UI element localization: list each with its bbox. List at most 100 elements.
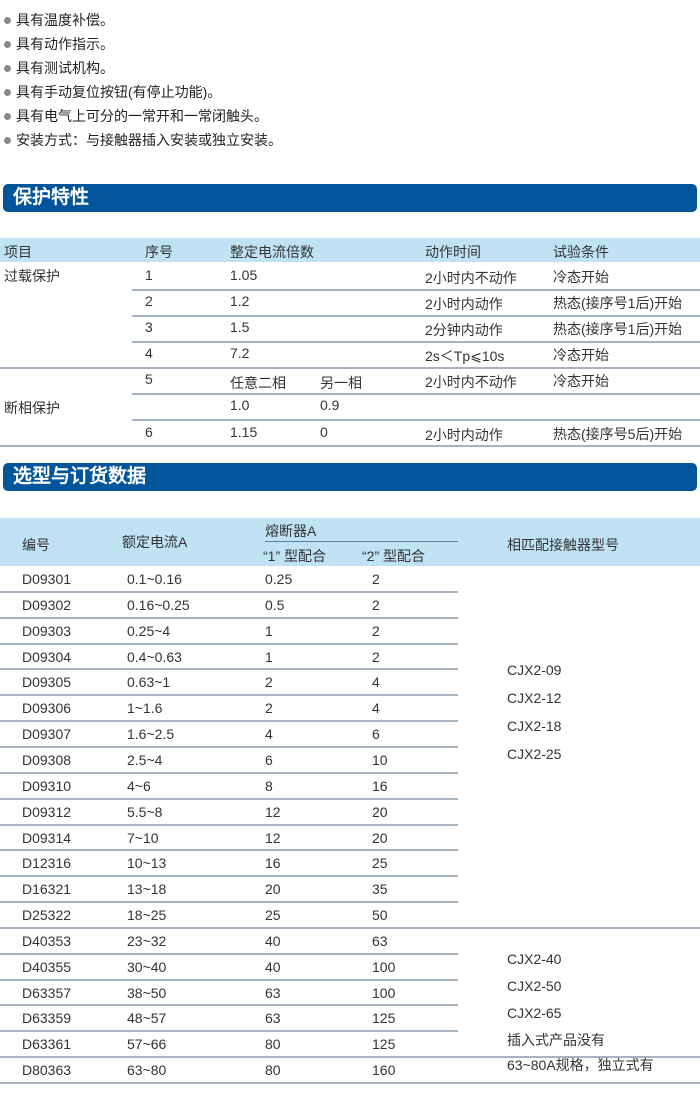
cell-fuse1: 1: [265, 648, 273, 665]
cell-fuse1: 12: [265, 829, 281, 846]
row-divider: [0, 590, 458, 593]
bullet-icon: [4, 112, 11, 120]
section-banner-protection: 保护特性: [3, 184, 697, 212]
row-divider: [132, 315, 700, 317]
cell-current: 30~40: [127, 958, 167, 975]
cell-current: 18~25: [127, 907, 167, 924]
column-header: 试验条件: [553, 244, 609, 260]
feature-list: 具有温度补偿。 具有动作指示。 具有测试机构。 具有手动复位按钮(有停止功能)。 具有电…: [4, 8, 282, 152]
cell-fuse1: 40: [265, 932, 281, 949]
cell-code: D09305: [22, 674, 72, 691]
group-label-overload: 过载保护: [4, 268, 60, 284]
header-band: [0, 238, 700, 262]
cell-fuse2: 20: [372, 803, 388, 820]
cell-fuse1: 80: [265, 1036, 281, 1053]
cell-fuse1: 8: [265, 777, 273, 794]
current-multiple: 1.5: [230, 319, 250, 335]
column-header-code: 编号: [22, 537, 50, 553]
column-header-fuse2: “2” 型配合: [362, 548, 425, 564]
cell-code: D40355: [22, 958, 72, 975]
cell-code: D63361: [22, 1036, 72, 1053]
cell-fuse2: 160: [372, 1062, 396, 1079]
action-time: 2小时内不动作: [425, 374, 517, 390]
cell-code: D80363: [22, 1062, 72, 1079]
cell-fuse1: 12: [265, 803, 281, 820]
cell-fuse2: 50: [372, 907, 388, 924]
row-number: 6: [145, 424, 153, 440]
section-banner-ordering: 选型与订货数据: [3, 463, 697, 491]
bullet-icon: [4, 40, 11, 48]
action-time: 2小时内动作: [425, 296, 503, 312]
cell-code: D12316: [22, 855, 72, 872]
column-header: 整定电流倍数: [230, 244, 314, 260]
cell-code: D25322: [22, 907, 72, 924]
test-condition: 冷态开始: [553, 373, 609, 389]
cell-fuse2: 10: [372, 751, 388, 768]
cell-code: D09303: [22, 622, 72, 639]
action-time: 2小时内动作: [425, 427, 503, 443]
cell-code: D63357: [22, 984, 72, 1001]
group-divider: [0, 445, 700, 447]
row-divider: [0, 720, 458, 723]
cell-code: D09306: [22, 700, 72, 717]
bullet-icon: [4, 136, 11, 144]
cell-fuse2: 25: [372, 855, 388, 872]
current-multiple: 1.2: [230, 293, 250, 309]
test-condition: 冷态开始: [553, 269, 609, 285]
cell-current: 0.63~1: [127, 674, 171, 691]
cell-fuse1: 2: [265, 674, 273, 691]
cell-fuse2: 4: [372, 700, 380, 717]
row-number: 1: [145, 267, 153, 283]
action-time: 2分钟内动作: [425, 322, 503, 338]
row-divider: [0, 823, 458, 826]
cell-fuse2: 2: [372, 596, 380, 613]
row-divider: [0, 616, 458, 619]
cell-fuse1: 0.25: [265, 571, 293, 587]
test-condition: 热态(接序号1后)开始: [553, 295, 683, 311]
column-header-fuse: 熔断器A: [265, 523, 317, 539]
cell-fuse2: 125: [372, 1036, 396, 1053]
cell-fuse2: 2: [372, 622, 380, 639]
row-number: 3: [145, 319, 153, 335]
column-header: 项目: [4, 244, 32, 260]
cell-current: 1.6~2.5: [127, 726, 175, 743]
row-divider: [132, 393, 700, 395]
cell-fuse2: 125: [372, 1010, 396, 1027]
contactor-model: CJX2-12: [507, 690, 562, 706]
current-multiple: 1.05: [230, 267, 258, 283]
cell-fuse1: 63: [265, 1010, 281, 1027]
feature-item: 具有手动复位按钮(有停止功能)。: [4, 80, 282, 104]
action-time: 2s＜Tp⩽10s: [425, 348, 505, 364]
contactor-model: CJX2-50: [507, 978, 562, 994]
cell-code: D09304: [22, 648, 72, 665]
bullet-icon: [4, 16, 11, 24]
test-condition: 热态(接序号5后)开始: [553, 426, 683, 442]
cell-current: 63~80: [127, 1062, 167, 1079]
row-divider: [0, 797, 458, 800]
cell-current: 1~1.6: [127, 700, 163, 717]
current-multiple: 7.2: [230, 345, 250, 361]
cell-fuse1: 2: [265, 700, 273, 717]
contactor-model: 插入式产品没有: [507, 1032, 605, 1048]
cell-code: D09308: [22, 751, 72, 768]
row-divider: [0, 1004, 458, 1007]
action-time: 2小时内不动作: [425, 270, 517, 286]
cell-fuse1: 40: [265, 958, 281, 975]
current-multiple-other: 0: [320, 424, 328, 440]
cell-fuse2: 35: [372, 881, 388, 898]
current-multiple: 1.0: [230, 397, 250, 413]
cell-fuse1: 0.5: [265, 596, 285, 613]
feature-text: 具有测试机构。: [16, 60, 114, 76]
cell-current: 38~50: [127, 984, 167, 1001]
feature-text: 安装方式：与接触器插入安装或独立安装。: [16, 132, 282, 148]
cell-current: 0.4~0.63: [127, 648, 182, 665]
cell-current: 4~6: [127, 777, 151, 794]
header-band: [0, 518, 700, 566]
row-divider: [0, 1082, 700, 1084]
cell-fuse2: 2: [372, 571, 380, 587]
row-divider: [0, 642, 458, 645]
cell-fuse1: 80: [265, 1062, 281, 1079]
row-divider: [0, 694, 458, 697]
row-divider: [132, 341, 700, 343]
cell-fuse2: 16: [372, 777, 388, 794]
